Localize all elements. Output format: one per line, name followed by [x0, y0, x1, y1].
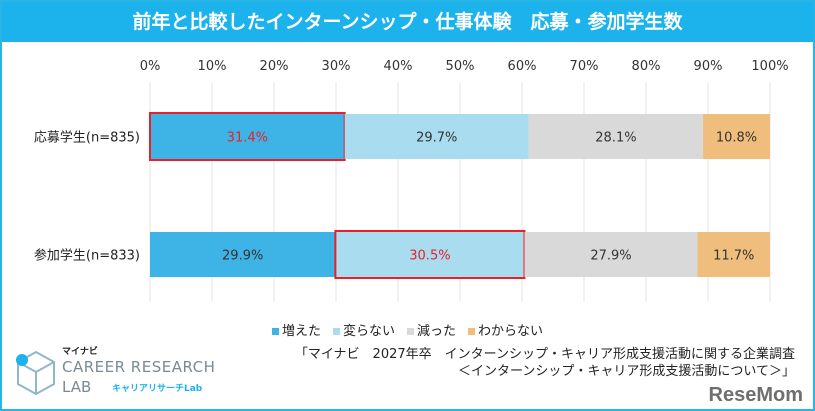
data-label: 29.7% [416, 131, 457, 146]
data-label: 31.4% [227, 131, 268, 146]
x-tick-label: 50% [446, 59, 475, 74]
x-tick-label: 10% [198, 59, 227, 74]
legend-label: 減った [417, 324, 457, 339]
legend-swatch [332, 328, 340, 335]
bar-segment [528, 114, 704, 159]
legend-item: 減った [407, 324, 456, 339]
legend-item: わからない [468, 324, 543, 339]
x-tick-label: 80% [632, 59, 661, 74]
source-line-2: ＜インターンシップ・キャリア形成支援活動について＞」 [458, 364, 795, 379]
data-label: 29.9% [222, 249, 263, 264]
bar-segment [703, 114, 770, 159]
legend-swatch [407, 328, 414, 335]
data-label: 27.9% [590, 249, 631, 264]
data-label: 30.5% [409, 249, 450, 264]
chart-title: 前年と比較したインターンシップ・仕事体験 応募・参加学生数 [2, 2, 813, 42]
resemom-watermark: ReseMom [708, 384, 803, 406]
x-tick-label: 70% [570, 59, 599, 74]
logo-sub: マイナビ [62, 347, 98, 357]
x-tick-label: 0% [140, 59, 161, 74]
bar-segment [335, 232, 525, 277]
legend-label: 増えた [281, 324, 321, 339]
stacked-bar-chart: 0% 10% 20% 30% 40% 50% 60% 70% 80% 90% 100% 応募学生(n=… [34, 59, 789, 302]
bar-segment [697, 232, 770, 277]
logo-main: CAREER RESEARCH [62, 358, 216, 376]
data-label: 28.1% [595, 131, 636, 146]
legend-label: わからない [478, 324, 544, 339]
legend-swatch [468, 328, 476, 335]
logo-cube-icon [16, 350, 55, 396]
legend: 増えた 変らない 減った わからない [2, 324, 813, 340]
legend-item: 変らない [332, 324, 395, 339]
legend-label: 変らない [342, 324, 395, 339]
career-research-lab-logo: マイナビ CAREER RESEARCH LAB キャリアリサーチLab [14, 348, 274, 404]
x-tick-label: 40% [384, 59, 413, 74]
bar-segment [344, 114, 529, 159]
legend-item: 増えた [271, 324, 321, 339]
category-label: 参加学生(n=833) [34, 248, 140, 264]
category-label: 応募学生(n=835) [34, 130, 140, 146]
x-tick-label: 20% [260, 59, 289, 74]
data-label: 10.8% [716, 131, 757, 146]
x-tick-label: 30% [322, 59, 351, 74]
bar-segment [524, 232, 698, 277]
x-tick-label: 100% [751, 59, 788, 74]
source-line-1: 「マイナビ 2027年卒 インターンシップ・キャリア形成支援活動に関する企業調査 [294, 347, 795, 362]
source-note: 「マイナビ 2027年卒 インターンシップ・キャリア形成支援活動に関する企業調査… [295, 346, 795, 380]
bar-segment [150, 114, 345, 159]
bar-segment [150, 232, 336, 277]
data-label: 11.7% [713, 249, 754, 264]
logo-jp: キャリアリサーチLab [112, 384, 203, 394]
logo-lab: LAB [62, 378, 92, 396]
x-tick-label: 60% [508, 59, 537, 74]
legend-swatch [271, 328, 279, 335]
x-tick-label: 90% [694, 59, 723, 74]
